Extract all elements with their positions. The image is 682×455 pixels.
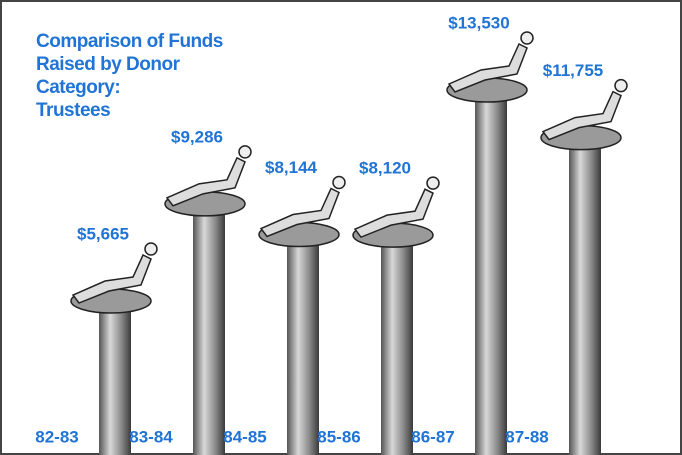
value-label: $5,665 bbox=[77, 224, 129, 243]
figure-head bbox=[332, 175, 346, 190]
value-label: $8,120 bbox=[359, 159, 411, 178]
value-label: $13,530 bbox=[448, 13, 509, 32]
chart-title: Comparison of Funds Raised by Donor Cate… bbox=[36, 31, 223, 121]
figure-head bbox=[426, 176, 440, 190]
column bbox=[193, 205, 225, 455]
seated-figure bbox=[71, 253, 152, 304]
seated-figure bbox=[447, 42, 528, 93]
figure-head bbox=[614, 78, 628, 93]
column bbox=[99, 303, 131, 455]
seated-figure bbox=[165, 156, 246, 207]
x-tick-label: 87-88 bbox=[505, 427, 548, 446]
x-tick-label: 86-87 bbox=[411, 427, 454, 446]
x-tick-label: 82-83 bbox=[35, 427, 78, 446]
seated-figure bbox=[353, 188, 434, 239]
column bbox=[381, 237, 413, 455]
value-label: $11,755 bbox=[543, 61, 604, 80]
seated-figure bbox=[541, 90, 622, 141]
x-tick-label: 85-86 bbox=[317, 427, 360, 446]
value-label: $9,286 bbox=[171, 127, 223, 146]
column bbox=[287, 236, 319, 455]
seated-figure bbox=[259, 187, 340, 238]
value-label: $8,144 bbox=[265, 158, 318, 177]
x-tick-label: 84-85 bbox=[223, 427, 266, 446]
column bbox=[475, 92, 507, 455]
figure-head bbox=[520, 31, 534, 45]
figure-head bbox=[238, 145, 252, 159]
column bbox=[569, 139, 601, 455]
x-tick-label: 83-84 bbox=[129, 427, 173, 446]
figure-head bbox=[144, 242, 158, 256]
